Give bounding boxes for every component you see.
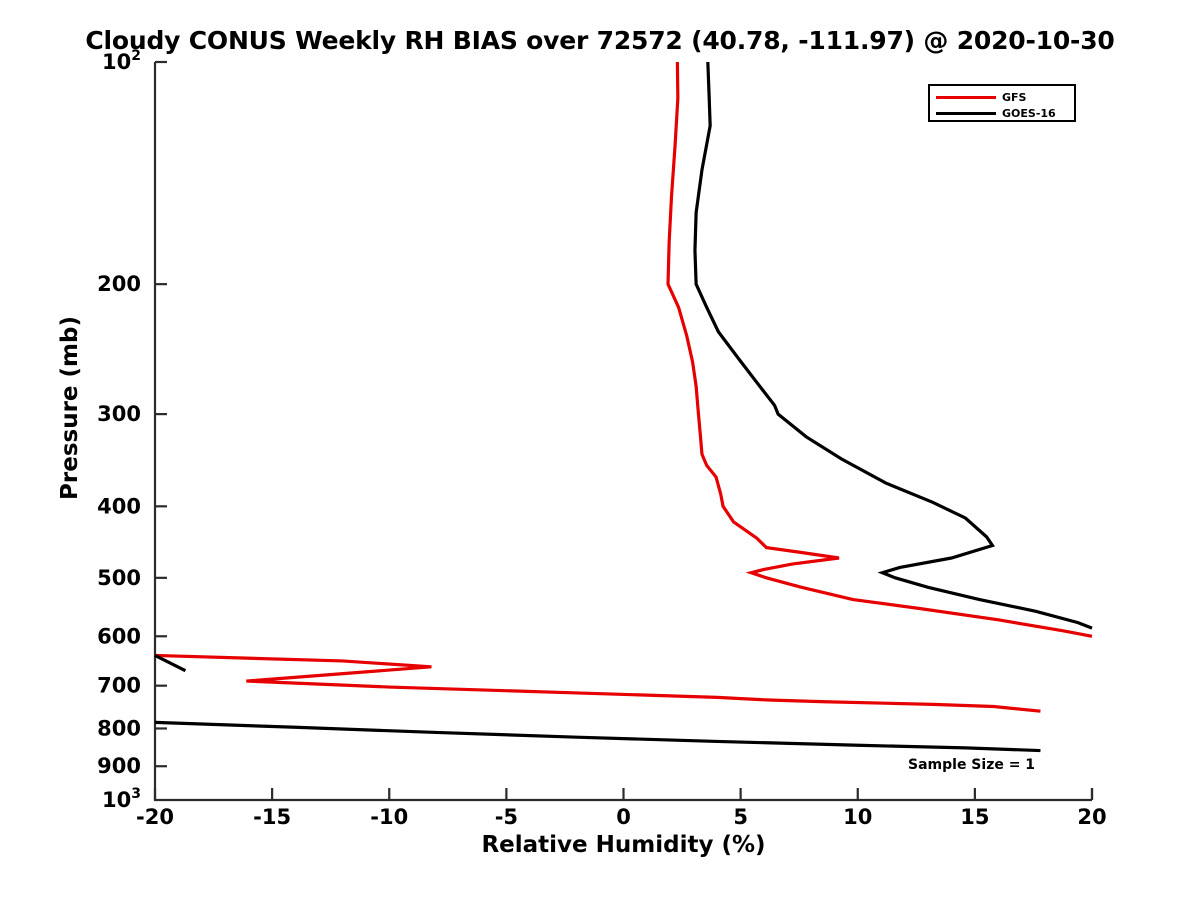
x-tick-label: -10 [370,805,408,829]
legend-swatch-goes16 [936,112,996,115]
y-tick-label: 102 [102,48,141,74]
sample-size-annotation: Sample Size = 1 [908,757,1036,773]
legend: GFS GOES-16 [928,84,1076,122]
y-tick-exponent: 2 [131,48,141,64]
x-tick-label: 15 [960,805,989,829]
series-line-goes-16-stub [154,654,187,673]
legend-entry-gfs: GFS [936,90,1026,105]
legend-label-goes16: GOES-16 [1002,107,1056,120]
y-tick-label: 300 [97,402,141,426]
y-tick-label: 800 [97,716,141,740]
legend-entry-goes16: GOES-16 [936,106,1056,121]
series-line-goes-16 [693,61,1093,630]
y-tick-label: 900 [97,754,141,778]
y-tick-label: 103 [102,786,141,812]
data-series-group [154,61,1093,753]
x-axis-label: Relative Humidity (%) [481,832,766,858]
page-title: Cloudy CONUS Weekly RH BIAS over 72572 (… [85,26,1115,55]
series-line-gfs [666,61,1093,638]
series-line-goes-16-lower [154,720,1041,753]
y-tick-exponent: 3 [131,786,141,802]
y-axis-label: Pressure (mb) [57,316,83,500]
y-tick-label: 600 [97,624,141,648]
legend-label-gfs: GFS [1002,91,1027,104]
x-tick-label: 10 [843,805,872,829]
y-tick-label: 500 [97,566,141,590]
x-tick-label: 0 [616,805,631,829]
axis-spines [153,62,1092,802]
x-tick-label: -20 [136,805,174,829]
legend-swatch-gfs [936,96,996,99]
series-line-gfs-lower [154,653,1041,713]
y-tick-label: 400 [97,494,141,518]
y-tick-label: 700 [97,674,141,698]
x-tick-label: 20 [1077,805,1106,829]
x-tick-label: -5 [495,805,518,829]
y-tick-label: 200 [97,272,141,296]
axis-group [153,60,1094,802]
x-tick-label: -15 [253,805,291,829]
x-tick-label: 5 [733,805,748,829]
